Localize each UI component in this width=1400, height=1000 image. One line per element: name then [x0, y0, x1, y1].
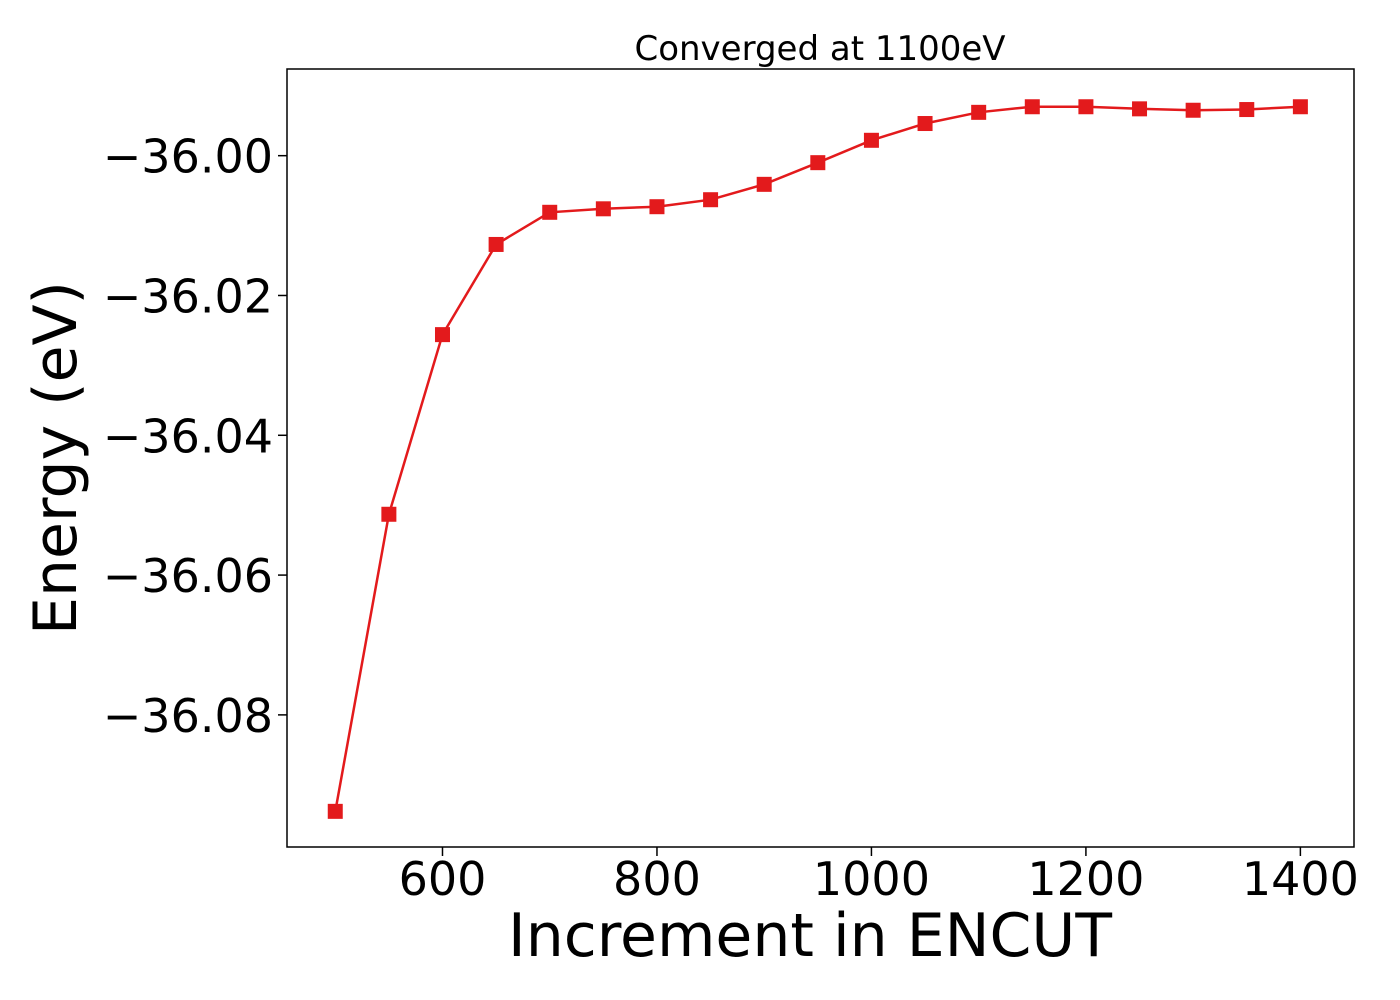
- data-point-marker: [1239, 102, 1255, 118]
- data-point-marker: [810, 155, 826, 171]
- data-point-marker: [917, 116, 933, 132]
- y-tick-label: −36.00: [103, 130, 273, 184]
- data-point-marker: [1024, 99, 1040, 115]
- y-axis-label: Energy (eV): [21, 281, 91, 635]
- y-tick-label: −36.06: [103, 549, 273, 603]
- data-point-marker: [488, 236, 504, 252]
- axis-ticks: 600 800 1000 1200 1400 −36.00 −36.02 −36.04 −36.…: [103, 130, 1359, 906]
- y-tick-label: −36.02: [103, 269, 273, 323]
- plot-frame: [286, 68, 1355, 848]
- series-layer: [327, 99, 1308, 819]
- data-point-marker: [971, 104, 987, 120]
- data-point-marker: [1132, 101, 1148, 117]
- x-tick-label: 600: [399, 852, 487, 906]
- x-tick-label: 1200: [1027, 852, 1144, 906]
- data-point-marker: [649, 199, 665, 215]
- data-point-marker: [1292, 99, 1308, 115]
- x-tick-label: 1400: [1242, 852, 1359, 906]
- y-tick-label: −36.04: [103, 409, 273, 463]
- data-point-marker: [595, 201, 611, 217]
- data-point-marker: [327, 803, 343, 819]
- series-line: [334, 105, 1301, 812]
- data-point-marker: [863, 132, 879, 148]
- chart-title: Converged at 1100eV: [634, 29, 1005, 69]
- x-tick-label: 800: [613, 852, 701, 906]
- y-tick-label: −36.08: [103, 689, 273, 743]
- data-point-marker: [434, 327, 450, 343]
- data-point-marker: [542, 204, 558, 220]
- data-point-marker: [381, 506, 397, 522]
- x-axis-label: Increment in ENCUT: [508, 901, 1112, 971]
- data-point-marker: [1185, 102, 1201, 118]
- x-tick-label: 1000: [813, 852, 930, 906]
- data-point-marker: [1078, 99, 1094, 115]
- data-point-marker: [756, 176, 772, 192]
- data-point-marker: [703, 192, 719, 208]
